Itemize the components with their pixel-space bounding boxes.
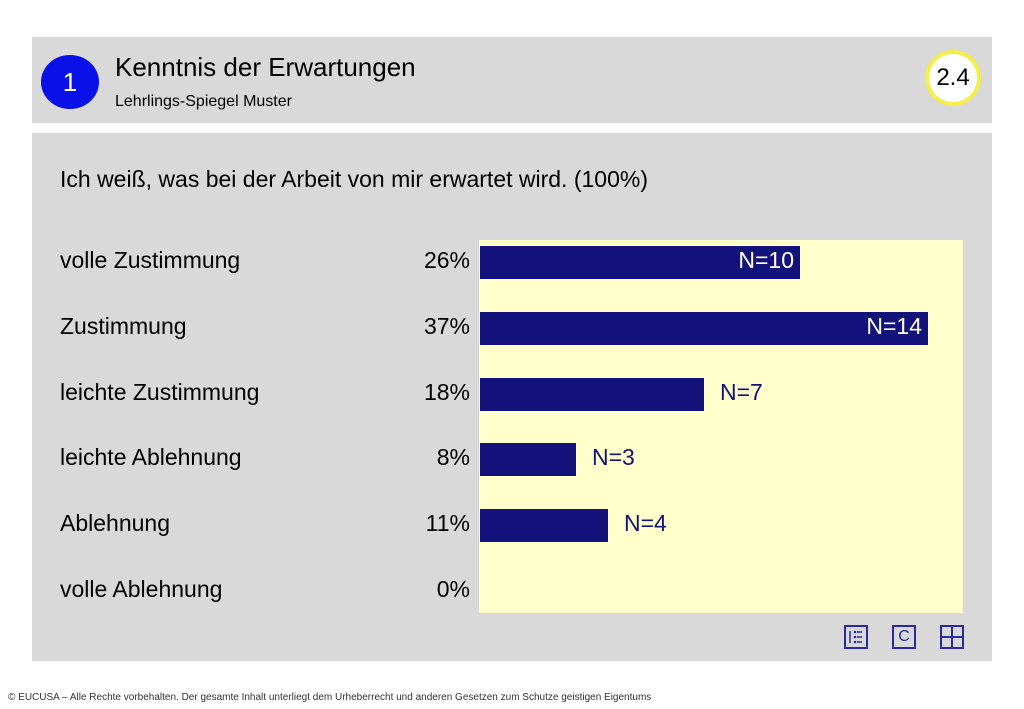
- category-label: leichte Zustimmung: [60, 378, 260, 405]
- category-label: volle Zustimmung: [60, 247, 241, 273]
- bar: [480, 246, 800, 279]
- n-label: N=10: [738, 247, 794, 273]
- category-label: volle Ablehnung: [60, 576, 223, 602]
- n-label: N=7: [720, 378, 763, 405]
- n-label: N=3: [592, 444, 635, 471]
- percent-label: 37%: [423, 312, 470, 339]
- percent-label: 8%: [436, 444, 470, 471]
- grid-icon[interactable]: [940, 625, 964, 649]
- n-label: N=4: [624, 510, 667, 537]
- bar: [480, 377, 704, 411]
- percent-label: 11%: [425, 510, 470, 537]
- n-label: N=14: [866, 312, 922, 339]
- list-icon[interactable]: [844, 625, 868, 649]
- bar: [480, 443, 576, 477]
- chart-title: Ich weiß, was bei der Arbeit von mir erw…: [60, 166, 648, 192]
- percent-label: 0%: [436, 576, 470, 602]
- page-title: Kenntnis der Erwartungen: [115, 52, 416, 82]
- header-panel: [32, 37, 992, 123]
- category-label: Ablehnung: [60, 510, 170, 537]
- grid-icon-glyph: [942, 627, 962, 647]
- page-subtitle: Lehrlings-Spiegel Muster: [115, 93, 292, 110]
- percent-label: 26%: [423, 247, 470, 273]
- c-button[interactable]: C: [892, 625, 916, 649]
- bar: [480, 311, 928, 345]
- list-icon-glyph: [849, 630, 862, 644]
- percent-label: 18%: [423, 378, 470, 405]
- category-label: Zustimmung: [60, 312, 187, 339]
- copyright-footer: © EUCUSA – Alle Rechte vorbehalten. Der …: [8, 692, 652, 703]
- plot-area: [479, 240, 963, 613]
- section-number-badge: 1: [41, 55, 99, 109]
- category-label: leichte Ablehnung: [60, 444, 242, 471]
- bar: [480, 509, 608, 543]
- page-number-badge: 2.4: [925, 50, 981, 106]
